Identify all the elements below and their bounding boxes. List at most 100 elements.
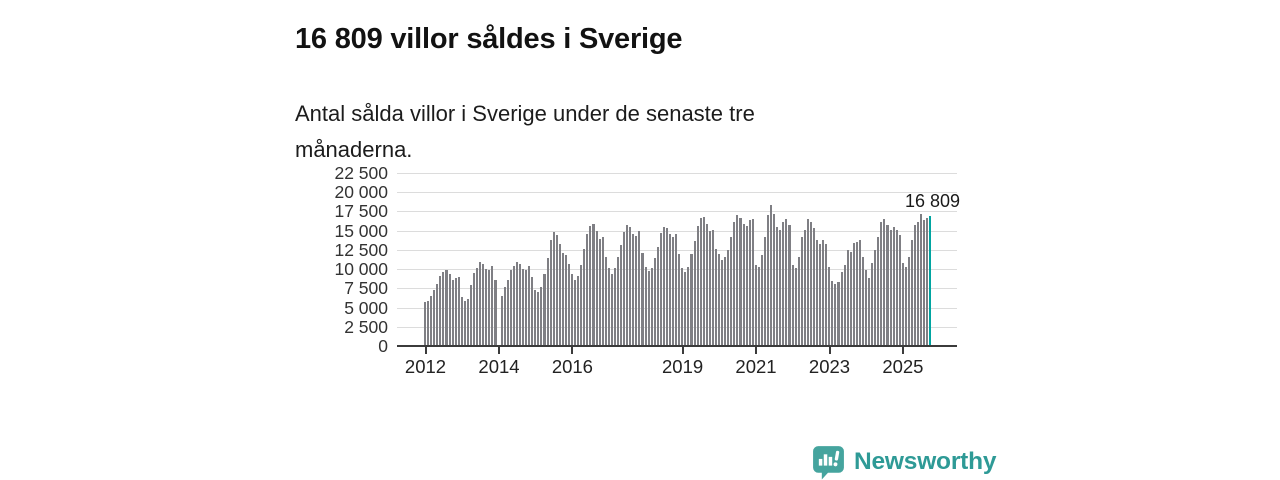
- bar: [632, 233, 635, 345]
- bar: [757, 266, 760, 345]
- bar: [522, 268, 525, 345]
- bar: [555, 235, 558, 345]
- bar: [730, 237, 733, 345]
- bar: [540, 287, 543, 345]
- bar: [463, 301, 466, 345]
- x-tick-label: 2012: [404, 356, 447, 377]
- x-tick-mark: [828, 347, 831, 354]
- gridline: [397, 230, 957, 232]
- bar: [430, 295, 433, 345]
- bar: [736, 215, 739, 345]
- bar: [571, 273, 574, 345]
- bar: [669, 234, 672, 345]
- bar: [825, 243, 828, 345]
- bar: [506, 280, 509, 345]
- bar: [678, 254, 681, 345]
- bar: [834, 284, 837, 345]
- bar: [852, 243, 855, 345]
- gridline: [397, 192, 957, 194]
- bar: [865, 269, 868, 345]
- bar: [549, 240, 552, 345]
- bar: [620, 245, 623, 345]
- bar: [589, 225, 592, 345]
- bar: [610, 273, 613, 345]
- bar: [537, 291, 540, 345]
- bar: [684, 272, 687, 345]
- bar: [515, 262, 518, 345]
- x-axis-line: [397, 345, 957, 347]
- y-tick-label: 5 000: [344, 297, 388, 318]
- bar: [858, 239, 861, 345]
- bar: [675, 233, 678, 345]
- bar: [635, 235, 638, 345]
- bar: [442, 272, 445, 345]
- x-tick-label: 2025: [882, 356, 924, 377]
- highlighted-bar: [929, 215, 932, 345]
- x-tick-label: 2014: [478, 356, 520, 377]
- bar: [926, 218, 929, 345]
- bar: [739, 218, 742, 345]
- bar: [785, 218, 788, 345]
- bar: [574, 279, 577, 345]
- bar: [644, 266, 647, 345]
- bar: [748, 220, 751, 345]
- bar: [607, 268, 610, 345]
- bar: [439, 275, 442, 345]
- bar: [742, 223, 745, 345]
- bar: [788, 225, 791, 345]
- bar: [427, 301, 430, 345]
- y-tick-label: 17 500: [334, 201, 388, 222]
- y-tick-label: 2 500: [344, 316, 388, 337]
- bar: [623, 232, 626, 345]
- bar: [721, 260, 724, 345]
- last-value-annotation: 16 809: [904, 191, 960, 211]
- bar: [494, 280, 497, 345]
- x-tick-label: 2021: [735, 356, 777, 377]
- bar: [806, 218, 809, 345]
- bar: [727, 249, 730, 345]
- bar: [528, 265, 531, 345]
- brand-name: Newsworthy: [854, 447, 997, 475]
- bar: [843, 265, 846, 345]
- bar: [512, 265, 515, 345]
- bar: [816, 240, 819, 345]
- bar: [770, 205, 773, 345]
- bar: [647, 271, 650, 345]
- bar: [803, 229, 806, 345]
- bar: [488, 269, 491, 345]
- bar: [886, 225, 889, 345]
- bar: [904, 266, 907, 345]
- bar: [705, 223, 708, 345]
- bar: [696, 225, 699, 345]
- bar: [491, 265, 494, 345]
- bar: [690, 254, 693, 345]
- bar: [460, 297, 463, 345]
- bar: [849, 251, 852, 345]
- y-tick-label: 10 000: [334, 259, 388, 280]
- bar: [454, 278, 457, 345]
- bar: [469, 285, 472, 345]
- bar: [626, 225, 629, 345]
- bar: [898, 235, 901, 345]
- chart-subtitle: Antal sålda villor i Sverige under de se…: [295, 101, 755, 162]
- brand-footer: Newsworthy: [810, 443, 997, 480]
- bar: [907, 256, 910, 345]
- bar: [509, 269, 512, 345]
- bar: [641, 252, 644, 345]
- x-tick-mark: [681, 347, 684, 354]
- bar: [656, 246, 659, 345]
- bar: [650, 268, 653, 345]
- newsworthy-logo-icon: [813, 446, 844, 480]
- bar: [518, 263, 521, 345]
- y-tick-label: 0: [378, 336, 388, 356]
- bar: [920, 213, 923, 345]
- bar: [586, 233, 589, 345]
- bar: [552, 232, 555, 345]
- x-tick-mark: [755, 347, 757, 354]
- x-tick-label: 2016: [551, 356, 593, 377]
- bar: [604, 256, 607, 345]
- bar: [724, 256, 727, 345]
- bar: [672, 237, 675, 345]
- bar: [828, 266, 831, 345]
- exclamation-glyph: [833, 450, 840, 467]
